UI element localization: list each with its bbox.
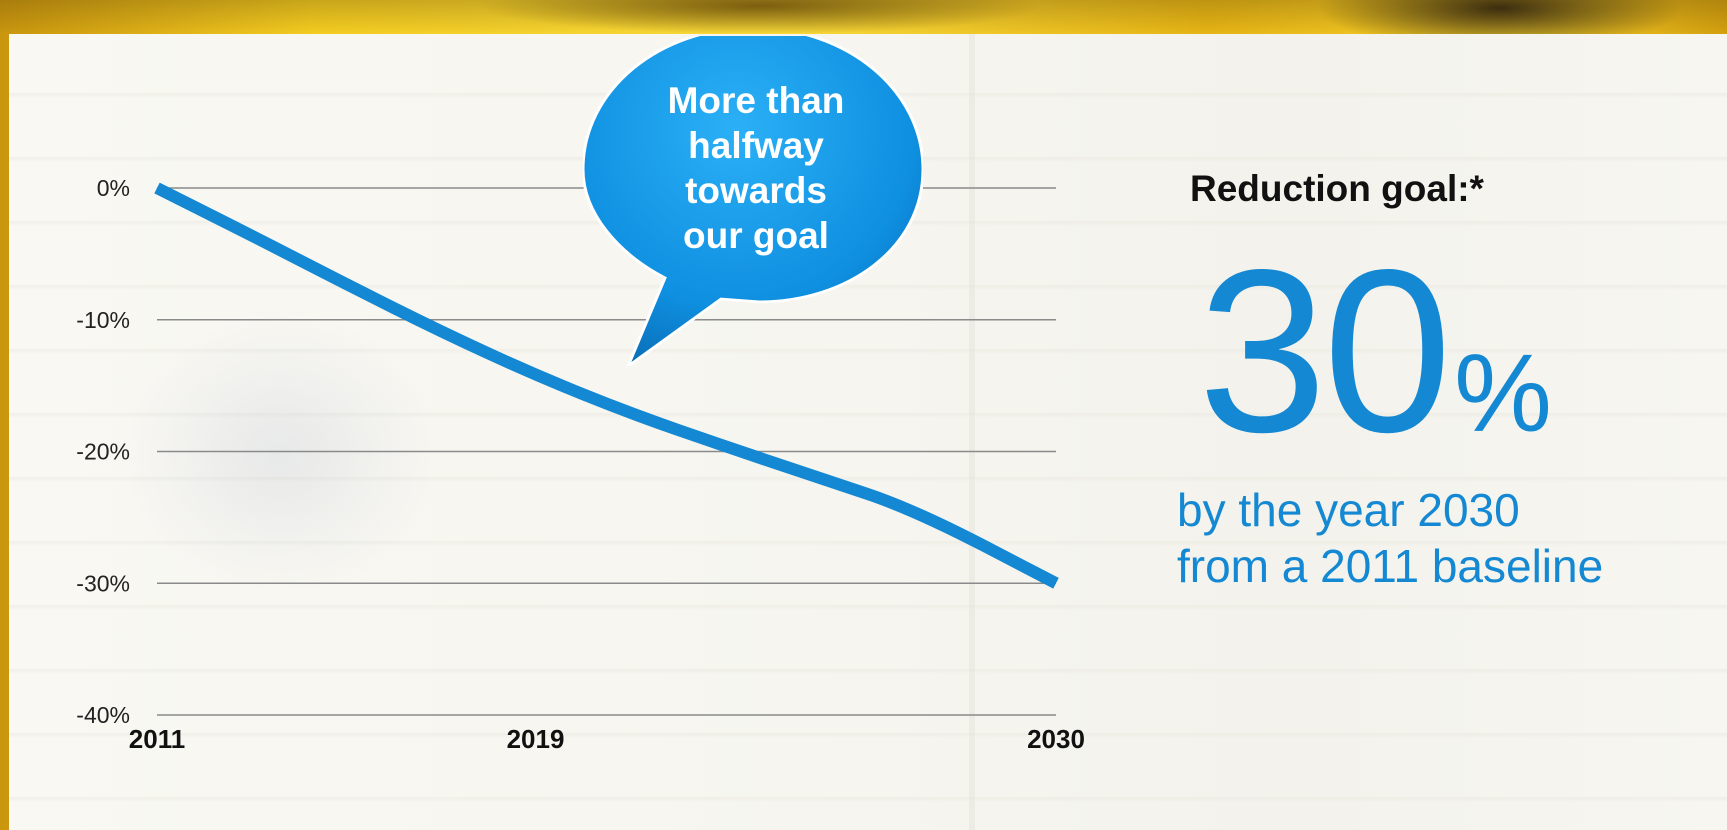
callout-line-1: More than	[667, 80, 845, 121]
goal-unit: %	[1454, 332, 1552, 455]
reduction-goal-value: 30%	[1198, 236, 1552, 468]
callout-line-4: our goal	[683, 215, 829, 256]
series-line	[154, 182, 1059, 589]
x-tick-label: 2019	[507, 724, 565, 754]
chart-y-axis: 0% -10% -20% -30% -40%	[76, 175, 130, 728]
goal-description: by the year 2030 from a 2011 baseline	[1177, 482, 1603, 594]
reduction-goal-label: Reduction goal:*	[1190, 168, 1484, 209]
speech-bubble-shape	[583, 36, 923, 366]
y-tick-label: 0%	[97, 175, 130, 201]
goal-description-line-2: from a 2011 baseline	[1177, 540, 1604, 592]
goal-description-line-1: by the year 2030	[1177, 484, 1520, 536]
y-tick-label: -20%	[76, 439, 130, 465]
y-tick-label: -30%	[76, 570, 130, 596]
chart-series	[154, 182, 1059, 589]
x-tick-label: 2011	[129, 724, 185, 754]
chart-x-axis: 2011 2019 2030	[129, 724, 1085, 754]
goal-number: 30	[1198, 222, 1452, 481]
callout-line-2: halfway	[688, 125, 824, 166]
speech-bubble-icon	[583, 36, 923, 366]
y-tick-label: -10%	[76, 307, 130, 333]
callout-text: More than halfway towards our goal	[614, 78, 898, 258]
x-tick-label: 2030	[1027, 724, 1085, 754]
y-tick-label: -40%	[76, 702, 130, 728]
callout-line-3: towards	[685, 170, 827, 211]
